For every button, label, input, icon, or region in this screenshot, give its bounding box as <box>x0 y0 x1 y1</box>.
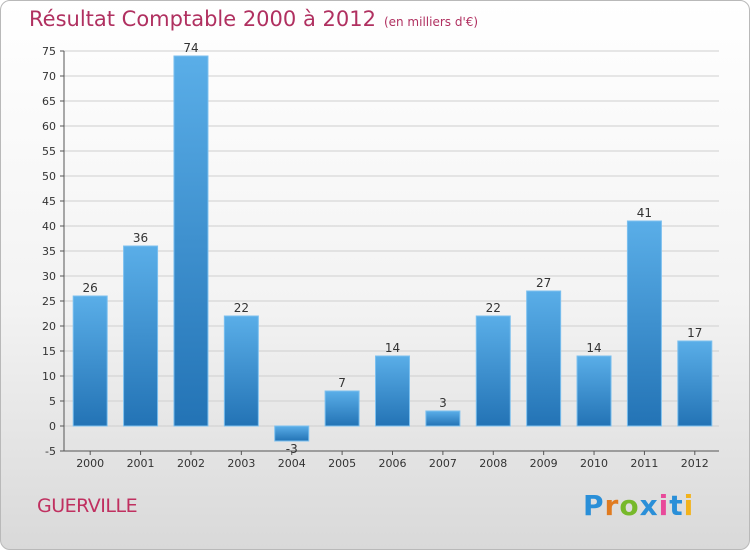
chart-title: Résultat Comptable 2000 à 2012 (en millie… <box>29 7 478 31</box>
bar <box>223 315 259 427</box>
bar <box>123 245 159 427</box>
y-tick-label: 45 <box>42 195 56 208</box>
x-tick-label: 2005 <box>328 457 356 470</box>
town-name: GUERVILLE <box>37 495 138 517</box>
bar-value-label: 22 <box>234 301 249 315</box>
y-tick-label: 30 <box>42 270 56 283</box>
bar <box>425 410 461 427</box>
bar-value-label: 27 <box>536 276 551 290</box>
x-tick-label: 2001 <box>127 457 155 470</box>
x-tick-label: 2008 <box>479 457 507 470</box>
logo-letter: x <box>639 489 659 522</box>
y-tick-label: 35 <box>42 245 56 258</box>
y-tick-label: 10 <box>42 370 56 383</box>
y-tick-label: 50 <box>42 170 56 183</box>
bar-value-label: 22 <box>486 301 501 315</box>
x-tick-label: 2000 <box>76 457 104 470</box>
x-tick-label: 2007 <box>429 457 457 470</box>
y-tick-label: 15 <box>42 345 56 358</box>
bar-value-label: 17 <box>687 326 702 340</box>
y-tick-label: 20 <box>42 320 56 333</box>
bar-value-label: 74 <box>183 41 198 55</box>
logo-letter: P <box>583 489 605 522</box>
y-tick-label: 65 <box>42 95 56 108</box>
y-tick-label: -5 <box>45 445 56 458</box>
bar <box>677 340 713 427</box>
bar <box>526 290 562 427</box>
logo-letter: o <box>619 489 640 522</box>
bar <box>475 315 511 427</box>
logo-letter: r <box>604 489 620 522</box>
x-tick-label: 2011 <box>630 457 658 470</box>
proxiti-logo: Proxiti <box>583 489 694 522</box>
bar-value-label: 26 <box>83 281 98 295</box>
y-tick-label: 60 <box>42 120 56 133</box>
bar <box>375 355 410 427</box>
bar-value-label: 7 <box>338 376 346 390</box>
x-tick-label: 2009 <box>530 457 558 470</box>
y-tick-label: 55 <box>42 145 56 158</box>
bar <box>173 55 209 427</box>
bar-value-label: -3 <box>286 442 298 456</box>
x-tick-label: 2012 <box>681 457 709 470</box>
bar-value-label: 36 <box>133 231 148 245</box>
chart-unit: (en milliers d'€) <box>383 15 479 29</box>
bar-value-label: 14 <box>586 341 601 355</box>
x-tick-label: 2003 <box>227 457 255 470</box>
x-tick-label: 2010 <box>580 457 608 470</box>
chart-title-text: Résultat Comptable 2000 à 2012 <box>29 7 376 31</box>
bar <box>576 355 612 427</box>
y-tick-label: 0 <box>49 420 56 433</box>
bar-value-label: 41 <box>637 206 652 220</box>
bar-value-label: 3 <box>439 396 447 410</box>
y-tick-label: 5 <box>49 395 56 408</box>
bar <box>324 390 360 427</box>
logo-letter: i <box>683 489 695 522</box>
bar <box>274 425 310 442</box>
y-tick-label: 75 <box>42 45 56 58</box>
y-tick-label: 25 <box>42 295 56 308</box>
y-tick-label: 40 <box>42 220 56 233</box>
logo-letter: t <box>669 489 684 522</box>
logo-letter: i <box>658 489 670 522</box>
x-tick-label: 2002 <box>177 457 205 470</box>
x-tick-label: 2004 <box>278 457 306 470</box>
bar-value-label: 14 <box>385 341 400 355</box>
x-tick-label: 2006 <box>379 457 407 470</box>
y-tick-label: 70 <box>42 70 56 83</box>
bar <box>626 220 662 427</box>
bar <box>72 295 108 427</box>
